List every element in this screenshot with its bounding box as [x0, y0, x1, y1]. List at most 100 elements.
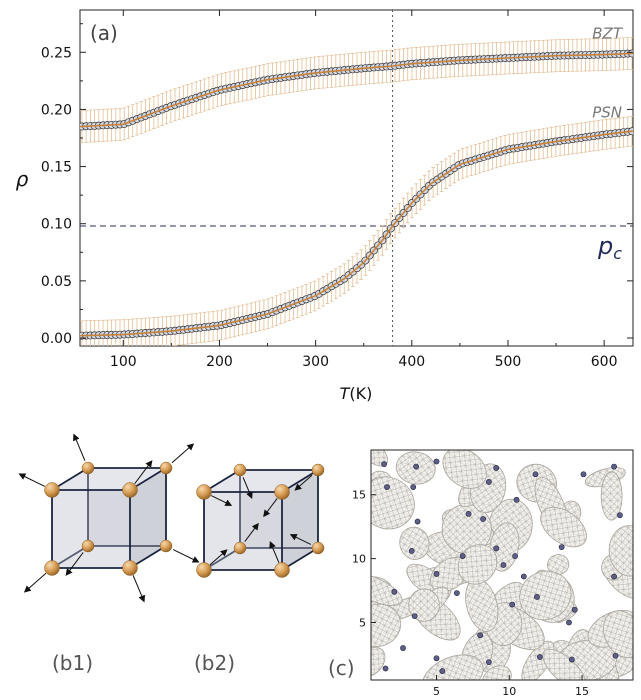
site-point [509, 601, 516, 608]
panel-b1-cube [18, 433, 200, 603]
displacement-arrow [23, 572, 47, 593]
site-point [493, 545, 500, 552]
site-point [384, 484, 390, 490]
panel-a-label: (a) [90, 21, 118, 45]
site-point [411, 613, 418, 620]
displacement-arrow [269, 541, 280, 563]
atom-sphere [81, 539, 95, 553]
site-point [477, 632, 484, 639]
atom-sphere [311, 541, 325, 555]
atom-sphere [274, 562, 290, 578]
displacement-arrow [263, 498, 278, 518]
site-point [400, 645, 406, 651]
panel-b2-label: (b2) [194, 651, 235, 675]
site-point [532, 471, 539, 478]
site-point [408, 548, 415, 554]
site-point [512, 553, 518, 559]
displacement-arrow [294, 474, 313, 491]
displacement-arrow [244, 522, 259, 542]
mesh-cluster [371, 476, 415, 530]
mesh-cluster [600, 471, 623, 521]
site-point [439, 668, 446, 674]
cube-face [52, 490, 130, 568]
x-tick-label: 400 [398, 354, 425, 370]
x-tick-label: 600 [591, 354, 618, 370]
mesh-cluster [540, 506, 587, 548]
mesh-cluster [442, 450, 487, 489]
y-tick-label: 0.20 [41, 102, 72, 118]
fit-curve [80, 52, 633, 128]
atom-sphere [159, 461, 173, 475]
c-x-tick-label: 5 [433, 685, 440, 698]
atom-sphere [81, 461, 95, 475]
site-point [534, 594, 540, 600]
displacement-arrow [65, 552, 84, 576]
c-y-tick-label: 10 [352, 553, 366, 566]
c-x-tick-label: 10 [502, 685, 516, 698]
site-point [611, 463, 617, 470]
mesh-cluster [519, 570, 572, 621]
c-y-tick-label: 5 [359, 617, 366, 630]
site-point [391, 588, 398, 595]
mesh-cluster [603, 610, 633, 658]
panel-c-label: (c) [328, 656, 355, 680]
atom-sphere [122, 560, 138, 576]
mesh-cluster [399, 526, 430, 560]
site-point [493, 464, 500, 471]
site-point [571, 606, 578, 613]
site-point [413, 463, 420, 470]
y-tick-label: 0.05 [41, 274, 72, 290]
atom-sphere [233, 541, 247, 555]
panel-b1-label: (b1) [52, 651, 93, 675]
displacement-arrow [289, 534, 312, 545]
atom-sphere [159, 539, 173, 553]
mesh-cluster [547, 554, 570, 576]
displacement-arrow [18, 473, 46, 487]
panel-c-frame [370, 449, 634, 681]
mesh-cluster [482, 665, 512, 680]
site-point [480, 516, 486, 522]
displacement-arrow [73, 433, 86, 461]
site-point [414, 518, 421, 525]
site-point [485, 659, 492, 666]
site-point [617, 512, 623, 519]
site-point [611, 573, 617, 580]
panel-a-chart: 100 200 300 400 500 600 0.00 0.05 0.10 0.15 0.20 0.… [16, 9, 634, 403]
fit-curve [80, 130, 633, 337]
displacement-arrow [172, 549, 200, 563]
site-point [410, 484, 417, 490]
panel-b2-cube [196, 463, 325, 578]
site-point [536, 654, 543, 660]
y-tick-label: 0.25 [41, 45, 72, 61]
atom-sphere [196, 484, 212, 500]
series-psn [80, 116, 633, 346]
atom-sphere [274, 484, 290, 500]
y-tick-label: 0.15 [41, 160, 72, 176]
displacement-arrow [132, 575, 145, 603]
site-point [513, 496, 520, 503]
y-tick-label: 0.00 [41, 331, 72, 347]
mesh-cluster [457, 544, 498, 585]
site-point [382, 665, 389, 672]
x-tick-label: 100 [110, 354, 137, 370]
atom-sphere [311, 463, 325, 477]
atom-sphere [122, 482, 138, 498]
site-point [433, 458, 440, 465]
panel-c-map: 5 10 15 5 10 15 (c) [328, 449, 634, 698]
site-point [568, 656, 575, 663]
site-point [459, 553, 466, 559]
x-tick-label: 300 [302, 354, 329, 370]
series-label-psn: PSN [592, 103, 622, 121]
site-point [612, 652, 619, 659]
series-label-bzt: BZT [592, 25, 624, 43]
site-point [433, 571, 440, 577]
atom-sphere [44, 560, 60, 576]
panel-a-frame [79, 9, 634, 347]
y-tick-label: 0.10 [41, 217, 72, 233]
site-point [520, 573, 527, 580]
c-y-tick-label: 15 [352, 489, 366, 502]
cube-face [130, 468, 166, 568]
displacement-arrow [242, 477, 253, 499]
c-x-tick-label: 15 [575, 685, 589, 698]
